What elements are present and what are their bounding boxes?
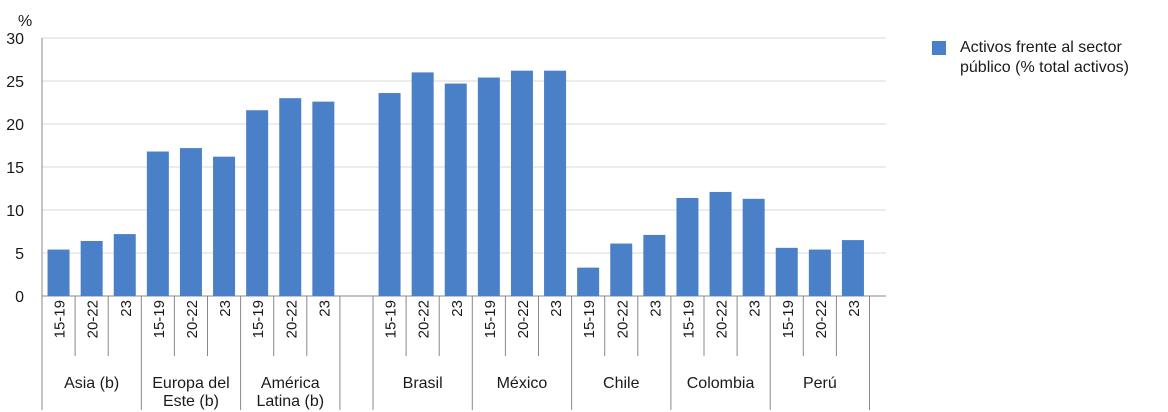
group-label: Colombia [687,375,755,392]
x-tick-label: 23 [118,300,135,317]
bar [775,247,798,296]
group-label: Perú [803,375,837,392]
x-tick-label: 15-19 [680,300,697,338]
group-label: Europa del Este (b) [152,375,229,410]
group-label: Asia (b) [64,375,119,392]
group-label-line: Asia (b) [64,375,119,392]
x-tick-label: 20-22 [614,300,631,338]
bar [279,98,302,296]
group-label-line: Perú [803,375,837,392]
group-label: Brasil [403,375,443,392]
y-tick-label: 0 [15,289,24,306]
group-label-line: Colombia [687,375,755,392]
x-tick-label: 15-19 [151,300,168,338]
y-tick-label: 25 [6,74,24,91]
bar [113,234,136,296]
bar [709,191,732,296]
group-label-line: Brasil [403,375,443,392]
y-tick-label: 5 [15,246,24,263]
bar [742,198,765,296]
x-tick-label: 15-19 [250,300,267,338]
bar [146,151,169,296]
group-label: México [497,375,548,392]
bar [610,243,633,296]
x-tick-label: 15-19 [52,300,69,338]
group-label: América Latina (b) [256,375,324,410]
x-tick-label: 23 [548,300,565,317]
bar [312,101,335,296]
group-label-line: México [497,375,548,392]
y-tick-label: 20 [6,117,24,134]
x-tick-label: 20-22 [184,300,201,338]
bar [643,234,666,296]
legend-swatch [932,41,946,55]
x-tick-label: 20-22 [85,300,102,338]
bar [179,148,202,296]
x-tick-label: 15-19 [581,300,598,338]
y-tick-label: 10 [6,203,24,220]
legend-label: Activos frente al sector público (% tota… [960,39,1129,76]
x-tick-label: 20-22 [416,300,433,338]
bar [246,110,269,297]
bar [47,249,70,296]
group-label-line: Europa del [152,375,229,392]
bar [577,267,600,296]
x-tick-label: 15-19 [482,300,499,338]
bar [841,240,864,296]
group-label-line: Latina (b) [256,393,324,410]
x-tick-label: 20-22 [813,300,830,338]
bar [411,72,434,297]
bar [676,197,699,296]
bar [378,93,401,296]
x-tick-label: 20-22 [283,300,300,338]
group-label: Chile [603,375,640,392]
bar [444,83,467,296]
x-tick-label: 23 [846,300,863,317]
x-tick-label: 23 [316,300,333,317]
bar [477,77,500,296]
x-tick-label: 23 [449,300,466,317]
x-tick-label: 20-22 [515,300,532,338]
y-axis-label: % [18,13,32,30]
bar [808,249,831,296]
y-tick-label: 30 [6,31,24,48]
bar [80,240,103,296]
group-label-line: Chile [603,375,640,392]
x-tick-label: 15-19 [780,300,797,338]
bar [213,156,236,296]
y-tick-label: 15 [6,160,24,177]
x-tick-label: 15-19 [383,300,400,338]
x-tick-label: 23 [747,300,764,317]
x-tick-label: 20-22 [714,300,731,338]
group-label-line: América [261,375,320,392]
x-tick-label: 23 [647,300,664,317]
bar [510,70,533,297]
legend: Activos frente al sector público (% tota… [932,38,1168,78]
bar [544,70,567,297]
x-tick-label: 23 [217,300,234,317]
group-label-line: Este (b) [163,393,219,410]
